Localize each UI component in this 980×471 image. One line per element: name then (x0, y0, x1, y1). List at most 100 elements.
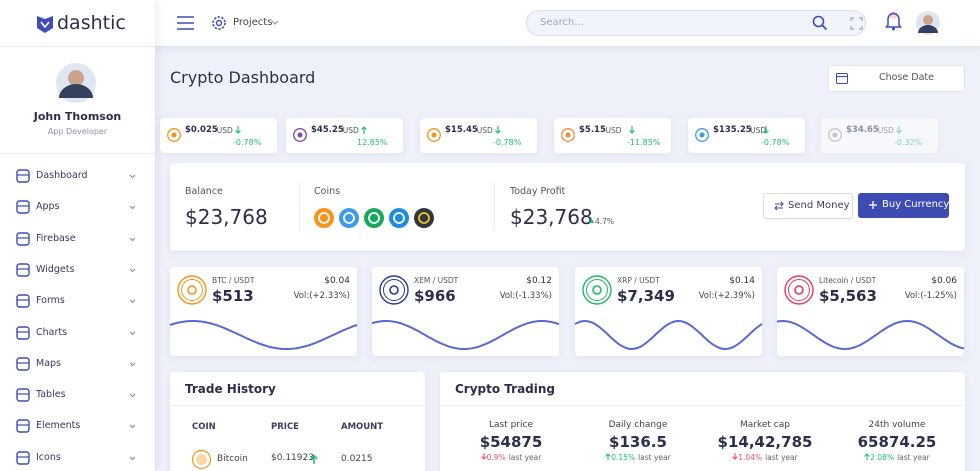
menu-item[interactable]: Firebase (36, 232, 76, 244)
pair-card: BTC / USDT $513 $0.04 Vol:(+2.33%) (169, 267, 358, 356)
stat-column: Market cap $14,42,785 1.04% last year (695, 420, 835, 462)
ticker-price: $0.025 (185, 125, 218, 135)
pair-price: $5,563 (819, 287, 877, 305)
pair-icon (379, 275, 409, 305)
coin-icon (561, 128, 575, 142)
chevron (271, 20, 279, 25)
trade-history-card: Trade History COIN PRICE AMOUNT Bitcoin $0.11… (170, 372, 425, 471)
ticker-card: $135.25 USD -0.78% (688, 118, 805, 153)
stat-value: 65874.25 (857, 433, 937, 451)
crypto-trading-card: Crypto Trading Last price $54875 0.9% last y… (440, 372, 965, 471)
ticker-change: -0.78% (233, 138, 262, 147)
chevron (129, 268, 136, 273)
menu-item[interactable]: Forms (36, 295, 65, 307)
menu-item[interactable]: Tables (36, 389, 66, 401)
search-placeholder: Search... (540, 17, 584, 28)
hamburger-icon[interactable] (177, 16, 195, 30)
chevron (129, 237, 136, 241)
coin-icon (167, 128, 181, 142)
projects-menu[interactable]: Projects (233, 17, 273, 28)
stat-column: 24th volume 65874.25 2.08% last year (827, 420, 967, 462)
logo-icon (37, 16, 53, 33)
pair-name: Litecoin / USDT (819, 276, 877, 285)
menu-item[interactable]: Charts (36, 326, 68, 338)
menu-item[interactable]: Widgets (36, 263, 75, 275)
sidebar: dashtic John Thomson App Developer Dashboar… (0, 0, 155, 471)
date-button-label: Chose Date (879, 72, 934, 83)
coin-icon (389, 208, 409, 228)
coin-icon (695, 128, 709, 142)
trend-arrow (361, 126, 367, 134)
stat-note: last year (765, 453, 798, 462)
ticker-unit: USD (342, 126, 359, 135)
ticker-unit: USD (750, 126, 767, 135)
ticker-card: $0.025 USD -0.78% (160, 118, 277, 153)
divider (494, 183, 495, 231)
card-title: Trade History (185, 382, 276, 396)
pair-last: $0.04 (324, 276, 350, 286)
stat-label: 24th volume (868, 420, 926, 430)
ticker-price: $34.65 (846, 125, 879, 135)
pair-card: XRP / USDT $7,349 $0.14 Vol:(+2.39%) (574, 267, 763, 356)
send-money-button[interactable]: Send Money (763, 193, 853, 219)
pair-icon (177, 275, 207, 305)
buy-currency-button[interactable]: Buy Currency (858, 193, 949, 218)
page-title: Crypto Dashboard (170, 68, 316, 87)
trend-arrow (495, 126, 501, 134)
profit-label: Today Profit (510, 186, 566, 197)
fullscreen-icon (850, 17, 863, 30)
top-bar: Projects Search... (0, 0, 980, 46)
stat-value: $136.5 (609, 433, 667, 451)
sparkline (574, 319, 763, 351)
card-title: Crypto Trading (455, 382, 556, 396)
bell-icon (885, 11, 902, 31)
trend-arrow (480, 453, 487, 460)
sparkline (169, 320, 358, 350)
profit-value: $23,768 (510, 205, 593, 229)
divider (299, 183, 300, 231)
menu-icon (16, 294, 30, 308)
coin-icon (191, 449, 212, 470)
stat-label: Daily change (608, 420, 668, 430)
avatar-small (916, 11, 940, 35)
menu-item[interactable]: Dashboard (36, 170, 88, 181)
pair-last: $0.12 (526, 276, 552, 286)
ticker-card: $45.25 USD 12.85% (286, 118, 403, 153)
coin-icon (293, 128, 307, 142)
coin-icon (339, 208, 359, 228)
stat-change: 1.04% (738, 453, 763, 462)
menu-item[interactable]: Apps (36, 201, 60, 213)
up-arrow (589, 218, 594, 223)
stat-change: 0.9% (486, 453, 506, 462)
ticker-change: -11.85% (627, 138, 661, 147)
menu-item[interactable]: Elements (36, 420, 81, 432)
sparkline (776, 319, 965, 351)
stat-change: 0.15% (611, 453, 636, 462)
menu-item[interactable]: Icons (36, 451, 61, 463)
menu-icon (16, 357, 30, 371)
menu-item[interactable]: Maps (36, 357, 61, 369)
stat-label: Market cap (740, 420, 790, 430)
coins-label: Coins (314, 186, 341, 197)
plus-icon (869, 201, 877, 209)
pair-price: $513 (212, 287, 254, 305)
date-button[interactable]: Chose Date (828, 65, 965, 92)
pair-name: BTC / USDT (212, 276, 255, 285)
user-name: John Thomson (33, 110, 122, 123)
search-box[interactable]: Search... (526, 10, 866, 36)
chevron (129, 425, 136, 429)
menu-icon (16, 419, 30, 434)
calendar-icon (836, 73, 848, 84)
profit-change: 4.7% (595, 217, 615, 226)
ticker-price: $5.15 (579, 125, 606, 135)
ticker-price: $45.25 (311, 125, 344, 135)
menu-icon (16, 325, 30, 340)
balance-card: Balance $23,768 Coins Today Profit $23,768 4.… (170, 163, 965, 251)
stat-change-row: 1.04% last year (695, 453, 835, 462)
user-role: App Developer (47, 127, 108, 136)
chevron (129, 456, 136, 460)
ticker-card: $5.15 USD -11.85% (554, 118, 671, 153)
stat-label: Last price (488, 420, 533, 430)
pair-card: Litecoin / USDT $5,563 $0.06 Vol:(-1.25%) (776, 267, 965, 356)
up-arrow (310, 454, 318, 464)
